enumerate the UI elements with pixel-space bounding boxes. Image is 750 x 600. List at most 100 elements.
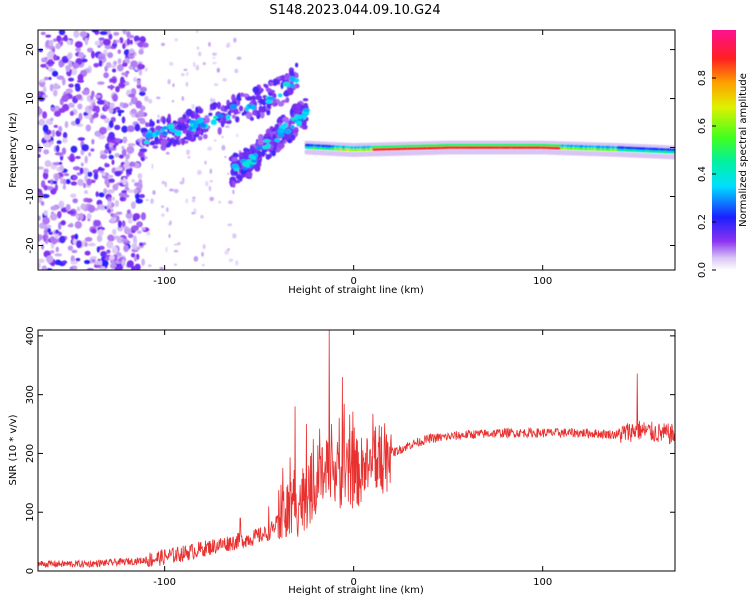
heatmap-noise-cell — [127, 233, 134, 239]
heatmap-noise-cell — [109, 255, 115, 261]
heatmap-noise-cell — [42, 124, 49, 133]
heatmap-noise-cell — [97, 81, 105, 85]
heatmap-noise-cell — [180, 73, 185, 77]
heatmap-noise-cell — [128, 93, 136, 98]
heatmap-noise-cell — [107, 234, 115, 242]
heatmap-noise-cell — [128, 34, 135, 39]
heatmap-noise-cell — [150, 198, 154, 204]
heatmap-noise-cell — [114, 124, 121, 131]
heatmap-noise-cell — [96, 246, 100, 253]
heatmap-noise-cell — [38, 234, 42, 242]
snr-series-line — [38, 330, 675, 569]
heatmap-noise-cell — [46, 60, 55, 65]
heatmap-noise-cell — [60, 176, 64, 185]
heatmap-noise-cell — [87, 204, 96, 213]
heatmap-noise-cell — [140, 157, 145, 161]
heatmap-noise-cell — [38, 145, 42, 153]
heatmap-noise-cell — [38, 196, 43, 204]
heatmap-noise-cell — [61, 94, 69, 102]
heatmap-noise-cell — [114, 106, 121, 111]
heatmap-noise-cell — [88, 152, 92, 157]
heatmap-noise-cell — [90, 228, 96, 234]
heatmap-noise-cell — [108, 106, 114, 114]
heatmap-noise-cell — [43, 209, 48, 216]
heatmap-arc-cell — [187, 127, 193, 131]
heatmap-noise-cell — [232, 189, 235, 195]
heatmap-noise-cell — [224, 156, 227, 159]
heatmap-noise-cell — [74, 233, 79, 240]
heatmap-noise-cell — [84, 259, 91, 265]
heatmap-noise-cell — [202, 263, 205, 267]
heatmap-noise-cell — [72, 198, 78, 204]
spectrogram-y-ticks: -20 -10 0 10 20 — [25, 43, 675, 254]
heatmap-noise-cell — [173, 249, 179, 253]
heatmap-noise-cell — [161, 213, 165, 217]
heatmap-noise-cell — [55, 246, 59, 253]
x-tick-label: 100 — [533, 577, 552, 588]
heatmap-noise-cell — [174, 38, 179, 42]
heatmap-noise-cell — [112, 144, 117, 149]
heatmap-noise-cell — [79, 167, 84, 175]
heatmap-arc-cell — [167, 123, 175, 130]
heatmap-noise-cell — [141, 227, 146, 231]
heatmap-arc-cell — [194, 113, 199, 119]
heatmap-noise-cell — [52, 38, 58, 42]
heatmap-noise-cell — [42, 85, 47, 93]
colorbar: 0.0 0.2 0.4 0.6 0.8 Normalized spectral ampl… — [697, 30, 749, 278]
heatmap-noise-cell — [106, 240, 114, 249]
heatmap-noise-cell — [78, 112, 83, 121]
heatmap-noise-cell — [91, 138, 95, 145]
heatmap-noise-cell — [40, 201, 45, 206]
heatmap-noise-cell — [65, 203, 71, 211]
heatmap-noise-cell — [126, 38, 131, 46]
heatmap-noise-cell — [122, 136, 128, 144]
heatmap-noise-cell — [193, 255, 199, 262]
heatmap-noise-cell — [48, 46, 54, 50]
heatmap-arc-cell — [231, 157, 238, 162]
heatmap-arc-cell — [202, 128, 208, 133]
heatmap-noise-cell — [135, 100, 142, 109]
heatmap-noise-cell — [185, 81, 189, 87]
heatmap-noise-cell — [86, 178, 92, 186]
heatmap-noise-cell — [63, 34, 68, 42]
heatmap-noise-cell — [181, 96, 185, 101]
heatmap-noise-cell — [54, 173, 59, 182]
heatmap-noise-cell — [80, 203, 87, 210]
heatmap-arc-cell — [216, 101, 221, 110]
heatmap-arc-cell — [188, 119, 197, 125]
heatmap-noise-cell — [137, 173, 143, 179]
heatmap-noise-cell — [125, 153, 130, 160]
heatmap-noise-cell — [93, 172, 99, 180]
heatmap-arc-cell — [295, 62, 299, 68]
heatmap-noise-cell — [45, 34, 52, 38]
heatmap-noise-cell — [51, 70, 59, 77]
heatmap-noise-cell — [144, 95, 149, 102]
heatmap-arc-cell — [259, 98, 266, 105]
heatmap-noise-cell — [113, 31, 120, 36]
heatmap-noise-cell — [50, 205, 58, 211]
heatmap-noise-cell — [227, 223, 233, 227]
heatmap-arc-cell — [277, 93, 283, 98]
heatmap-noise-cell — [68, 77, 75, 82]
heatmap-noise-cell — [65, 179, 71, 185]
heatmap-noise-cell — [41, 58, 48, 63]
heatmap-arc-cell — [198, 108, 204, 114]
heatmap-noise-cell — [41, 243, 45, 250]
heatmap-noise-cell — [76, 240, 82, 249]
heatmap-noise-cell — [50, 117, 54, 122]
heatmap-arc-cell — [256, 110, 261, 115]
heatmap-noise-cell — [121, 145, 125, 150]
heatmap-noise-cell — [99, 30, 108, 35]
heatmap-noise-cell — [133, 256, 138, 262]
heatmap-arc-cell — [242, 161, 251, 167]
heatmap-noise-cell — [70, 181, 78, 186]
heatmap-noise-cell — [144, 156, 148, 160]
heatmap-noise-cell — [209, 196, 215, 202]
heatmap-noise-cell — [169, 188, 174, 192]
heatmap-noise-cell — [122, 177, 127, 186]
heatmap-arc-cell — [197, 135, 203, 141]
heatmap-arc-cell — [235, 174, 242, 180]
heatmap-noise-cell — [76, 206, 81, 212]
heatmap-noise-cell — [127, 143, 136, 147]
heatmap-arc-cell — [290, 124, 295, 130]
